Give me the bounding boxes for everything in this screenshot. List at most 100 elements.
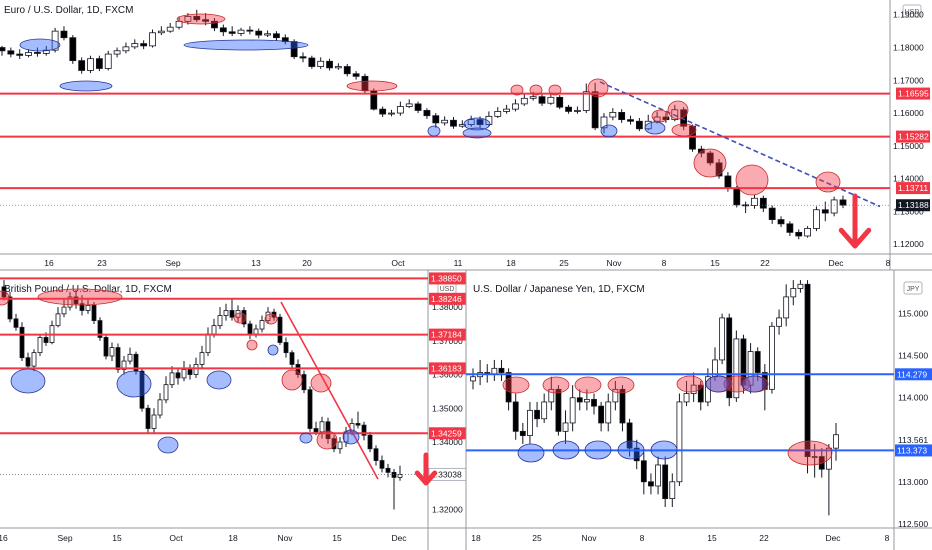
- eurusd-candle-body: [609, 112, 617, 118]
- eurusd-candle-body: [432, 115, 440, 124]
- eurusd-candle: [388, 109, 395, 117]
- eurusd-candle-body: [512, 103, 519, 110]
- gbpusd-x-tick-label: 15: [112, 533, 122, 543]
- eurusd-candle: [405, 99, 413, 109]
- eurusd-support-highlight: [183, 39, 309, 51]
- eurusd-candle: [777, 216, 785, 228]
- eurusd-currency-badge[interactable]: [902, 4, 922, 18]
- usdjpy-candle-body: [583, 399, 590, 403]
- eurusd-candle: [352, 71, 360, 80]
- eurusd-candle: [78, 57, 86, 74]
- usdjpy-candle-body: [591, 399, 597, 407]
- eurusd-level-price-box: [896, 87, 930, 100]
- eurusd-candle: [104, 50, 112, 71]
- eurusd-candle: [246, 26, 254, 35]
- eurusd-candle: [326, 58, 333, 71]
- eurusd-y-tick-label: 1.19000: [893, 10, 924, 20]
- gbpusd-candle: [259, 315, 265, 333]
- eurusd-candle: [202, 13, 210, 26]
- eurusd-candle: [228, 26, 236, 37]
- gbpusd-candle: [379, 455, 385, 473]
- eurusd-candle-body: [715, 162, 723, 177]
- usdjpy-candle: [776, 309, 782, 335]
- eurusd-candle: [60, 26, 68, 41]
- eurusd-candle-body: [34, 52, 41, 54]
- usdjpy-support-highlight: [741, 375, 767, 393]
- eurusd-candle: [565, 104, 572, 114]
- eurusd-candle-body: [60, 30, 68, 39]
- usdjpy-candle: [733, 330, 740, 402]
- gbpusd-down-arrow-icon: [414, 452, 438, 486]
- gbpusd-candle-body: [385, 467, 391, 473]
- usdjpy-candle-body: [612, 388, 619, 403]
- eurusd-candle-body: [317, 60, 325, 67]
- usdjpy-currency-label: JPY: [907, 286, 920, 293]
- eurusd-y-tick-label: 1.18000: [893, 43, 924, 53]
- gbpusd-candle: [121, 356, 127, 375]
- eurusd-candle-body: [574, 110, 581, 112]
- gbpusd-candle-body: [307, 389, 313, 429]
- usdjpy-candle: [541, 393, 548, 423]
- eurusd-candle: [441, 116, 449, 126]
- eurusd-candle-body: [140, 43, 148, 47]
- eurusd-candle-body: [352, 73, 360, 77]
- eurusd-candle-body: [485, 115, 493, 125]
- gbpusd-candle: [61, 298, 67, 318]
- gbpusd-candle-body: [109, 347, 115, 357]
- eurusd-panel: Euro / U.S. Dollar, 1D, FXCM USD 1.12000…: [0, 0, 932, 270]
- eurusd-candle: [95, 55, 103, 72]
- usdjpy-support-highlight: [552, 440, 580, 460]
- gbpusd-candle: [355, 411, 361, 429]
- gbpusd-candle-body: [175, 372, 181, 379]
- gbpusd-currency-label: USD: [440, 286, 455, 293]
- gbpusd-candle: [49, 320, 55, 345]
- usdjpy-candle: [498, 359, 505, 381]
- eurusd-candle-body: [69, 37, 77, 62]
- usdjpy-candle: [726, 313, 733, 407]
- usdjpy-y-tick-label: 114.500: [898, 351, 928, 361]
- eurusd-x-tick-label: 22: [760, 258, 770, 268]
- usdjpy-x-tick-label: 22: [759, 533, 769, 543]
- eurusd-candle-body: [556, 96, 564, 108]
- gbpusd-candle-body: [43, 337, 49, 343]
- eurusd-x-tick-label: Dec: [828, 258, 844, 268]
- usdjpy-resistance-highlight: [574, 376, 602, 394]
- eurusd-candle-body: [627, 119, 634, 122]
- gbpusd-candle-body: [397, 473, 403, 478]
- eurusd-candle: [299, 52, 307, 63]
- gbpusd-candle: [217, 307, 223, 330]
- gbpusd-candle-body: [229, 310, 235, 318]
- eurusd-candle-body: [0, 47, 6, 52]
- gbpusd-candle-body: [181, 369, 187, 379]
- gbpusd-candle: [283, 337, 289, 358]
- usdjpy-y-tick-label: 112.500: [898, 519, 928, 529]
- gbpusd-candle-body: [259, 320, 265, 330]
- eurusd-x-tick-label: 8: [662, 258, 667, 268]
- eurusd-candle-body: [644, 120, 652, 130]
- usdjpy-candle: [612, 380, 619, 411]
- gbpusd-candle: [289, 350, 295, 368]
- gbpusd-candle-body: [7, 296, 13, 320]
- eurusd-candle: [751, 195, 758, 209]
- usdjpy-candle-body: [541, 401, 548, 420]
- eurusd-candle: [149, 29, 156, 48]
- gbpusd-y-tick-label: 1.32000: [432, 504, 463, 514]
- eurusd-candle-body: [202, 19, 210, 22]
- eurusd-candle-body: [25, 52, 32, 56]
- eurusd-candle: [786, 221, 794, 236]
- eurusd-candle: [635, 117, 643, 132]
- usdjpy-currency-badge[interactable]: [903, 281, 923, 295]
- gbpusd-candle: [91, 302, 97, 324]
- usdjpy-candle-body: [548, 388, 555, 403]
- eurusd-candle-body: [768, 207, 776, 220]
- eurusd-candle-body: [95, 58, 103, 69]
- eurusd-candle-body: [795, 231, 803, 237]
- gbpusd-level-price-label: 1.36183: [431, 363, 462, 373]
- usdjpy-support-highlight: [705, 375, 731, 393]
- usdjpy-level-price-label: 113.373: [897, 445, 927, 455]
- eurusd-candle: [237, 27, 245, 37]
- gbpusd-candle-body: [217, 315, 223, 327]
- eurusd-resistance-highlight: [735, 164, 769, 196]
- usdjpy-candle: [605, 393, 612, 432]
- eurusd-candle-body: [211, 20, 218, 29]
